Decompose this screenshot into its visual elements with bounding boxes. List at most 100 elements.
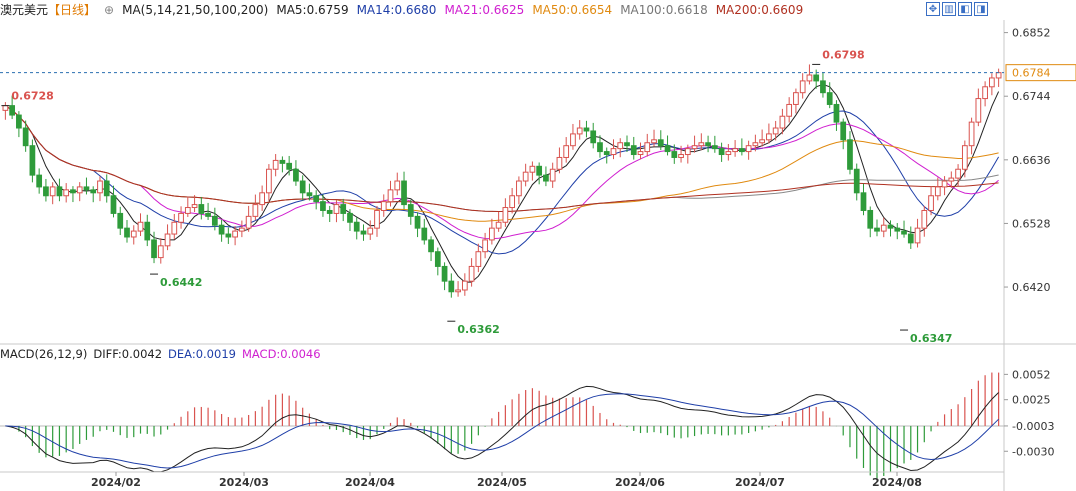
candle-body	[16, 114, 22, 129]
candle-body	[637, 151, 644, 156]
candle-body	[610, 148, 617, 156]
candle-body	[97, 180, 103, 194]
ma-value-3: MA50:0.6654	[532, 3, 613, 17]
price-tick-label: 0.6636	[1012, 154, 1051, 167]
ma-definition: MA(5,14,21,50,100,200)	[122, 3, 269, 17]
candle-body	[144, 221, 151, 241]
candle-body	[522, 171, 529, 182]
candle-body	[509, 195, 515, 209]
candle-body	[347, 212, 353, 223]
candle-body	[644, 142, 651, 153]
toolbar-button-2[interactable]: ◧	[958, 2, 972, 16]
annotation-label: 0.6728	[11, 90, 53, 103]
candle-body	[928, 195, 934, 211]
candle-body	[691, 145, 698, 150]
candle-body	[333, 204, 340, 214]
candle-body	[164, 233, 171, 247]
candle-body	[313, 195, 320, 203]
candle-body	[252, 204, 259, 217]
candle-body	[597, 142, 603, 153]
candle-body	[651, 139, 657, 144]
grid-lines	[0, 20, 1076, 491]
symbol-label: 澳元美元	[0, 3, 49, 17]
price-tick-label: 0.6852	[1012, 27, 1051, 40]
candle-body	[211, 215, 218, 226]
candle-body	[820, 80, 826, 94]
settings-gear-icon[interactable]: ⊕	[104, 3, 115, 17]
candle-body	[563, 145, 570, 158]
ma-line-21	[5, 105, 999, 240]
price-header: 澳元美元【日线】 ⊕ MA(5,14,21,50,100,200) MA5:0.675…	[0, 0, 940, 20]
candle-body	[678, 154, 684, 158]
candle-body	[570, 133, 576, 147]
candle-body	[171, 221, 178, 235]
candle-body	[732, 148, 738, 153]
candle-body	[83, 186, 90, 191]
moving-average-lines	[5, 83, 1000, 283]
candle-body	[110, 195, 117, 214]
annotation-label: 0.6798	[822, 48, 864, 61]
candle-body	[394, 180, 401, 191]
candle-body	[70, 189, 76, 194]
candle-body	[752, 142, 759, 147]
candle-body	[184, 207, 191, 214]
candle-body	[103, 180, 110, 197]
candle-body	[894, 227, 901, 232]
candle-body	[759, 139, 765, 144]
candle-body	[907, 233, 914, 244]
candle-body	[124, 227, 130, 238]
ma-line-5	[5, 83, 1000, 283]
candle-body	[482, 239, 488, 253]
candle-body	[2, 105, 9, 111]
candle-body	[948, 177, 955, 182]
candle-body	[461, 280, 468, 291]
candle-body	[49, 186, 56, 197]
ma-line-14	[5, 105, 1000, 255]
candle-body	[286, 162, 293, 170]
candle-body	[705, 142, 711, 147]
candle-body	[786, 103, 793, 117]
candle-body	[840, 121, 847, 141]
candle-body	[718, 148, 725, 156]
candle-body	[495, 221, 502, 229]
period-label[interactable]: 【日线】	[48, 3, 97, 17]
candle-body	[725, 151, 732, 156]
ma-value-2: MA21:0.6625	[444, 3, 525, 17]
candle-body	[340, 204, 347, 214]
candle-body	[353, 221, 360, 232]
candle-body	[860, 192, 867, 211]
candle-body	[157, 245, 164, 259]
toolbar-button-1[interactable]: ▥	[942, 2, 956, 16]
candle-body	[225, 233, 232, 238]
candle-body	[684, 148, 691, 156]
toolbar-button-0[interactable]: ✥	[926, 2, 940, 16]
date-tick-label: 2024/04	[345, 476, 395, 489]
candle-body	[137, 221, 144, 232]
macd-tick-label: 0.0052	[1012, 368, 1051, 381]
candle-body	[826, 92, 833, 105]
candle-body	[205, 212, 211, 217]
candle-body	[239, 227, 245, 232]
candle-body	[266, 168, 272, 194]
candle-body	[664, 145, 671, 153]
candle-body	[529, 165, 536, 173]
candle-body	[711, 145, 718, 150]
candle-body	[441, 265, 448, 282]
annotation-label: 0.6362	[457, 323, 499, 336]
date-tick-label: 2024/05	[477, 476, 527, 489]
candle-body	[191, 204, 198, 209]
candle-body	[617, 142, 624, 150]
candle-body	[502, 207, 509, 223]
toolbar-button-3[interactable]: ◨	[974, 2, 988, 16]
candle-body	[36, 174, 43, 188]
candle-body	[29, 145, 36, 176]
candle-body	[380, 201, 387, 211]
date-tick-label: 2024/08	[872, 476, 922, 489]
candle-body	[455, 289, 461, 293]
ma-line-200	[5, 105, 999, 212]
price-tick-label: 0.6744	[1012, 90, 1051, 103]
candle-body	[745, 145, 752, 153]
candle-body	[428, 239, 434, 253]
date-tick-label: 2024/06	[615, 476, 665, 489]
ma-value-1: MA14:0.6680	[356, 3, 437, 17]
